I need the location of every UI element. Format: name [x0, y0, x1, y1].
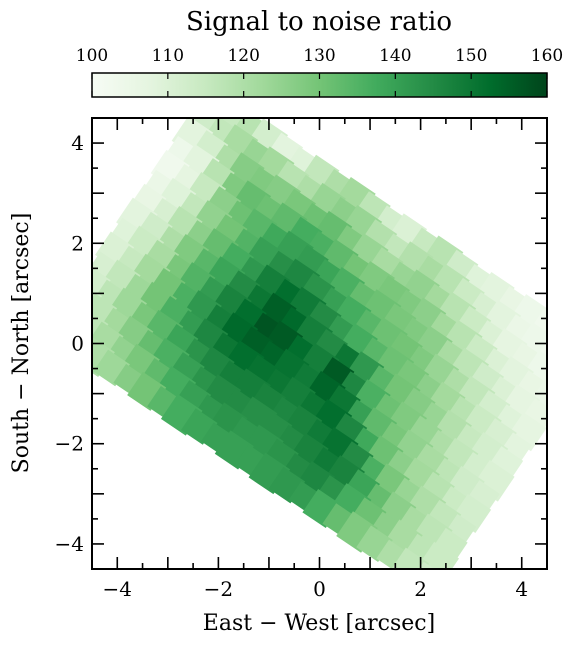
colorbar-ticks: [91, 73, 548, 97]
snr-cell: [549, 323, 564, 355]
x-tick-label: 0: [313, 577, 326, 601]
snr-cell: [417, 541, 460, 569]
colorbar-tick-label: 130: [303, 46, 335, 66]
colorbar-tick-label: 100: [76, 46, 108, 66]
x-tick-label: 2: [414, 577, 427, 601]
colorbar-tick-label: 110: [152, 46, 184, 66]
y-tick-label: −2: [55, 432, 84, 456]
x-tick-label: −4: [103, 577, 132, 601]
x-tick-label: −2: [204, 577, 233, 601]
snr-cell: [556, 351, 564, 383]
colorbar-tick-label: 140: [379, 46, 411, 66]
snr-cell: [53, 299, 87, 333]
colorbar-title: Signal to noise ratio: [186, 7, 452, 37]
axis-ticks: [92, 118, 547, 569]
y-tick-label: 2: [71, 231, 84, 255]
colorbar-tick-label: 150: [455, 46, 487, 66]
snr-cell: [390, 547, 430, 569]
y-tick-label: 4: [71, 131, 84, 155]
y-tick-label: −4: [55, 532, 84, 556]
colorbar-tick-label: 120: [227, 46, 259, 66]
y-axis-label: South − North [arcsec]: [9, 213, 34, 474]
y-tick-labels: −4 −2 0 2 4: [55, 131, 84, 556]
x-axis-label: East − West [arcsec]: [203, 611, 435, 636]
x-tick-labels: −4 −2 0 2 4: [103, 577, 529, 601]
x-tick-label: 4: [515, 577, 528, 601]
snr-cells: [53, 118, 564, 569]
colorbar-tick-labels: 100 110 120 130 140 150 160: [76, 46, 563, 66]
colorbar-tick-label: 160: [531, 46, 563, 66]
y-tick-label: 0: [71, 332, 84, 356]
